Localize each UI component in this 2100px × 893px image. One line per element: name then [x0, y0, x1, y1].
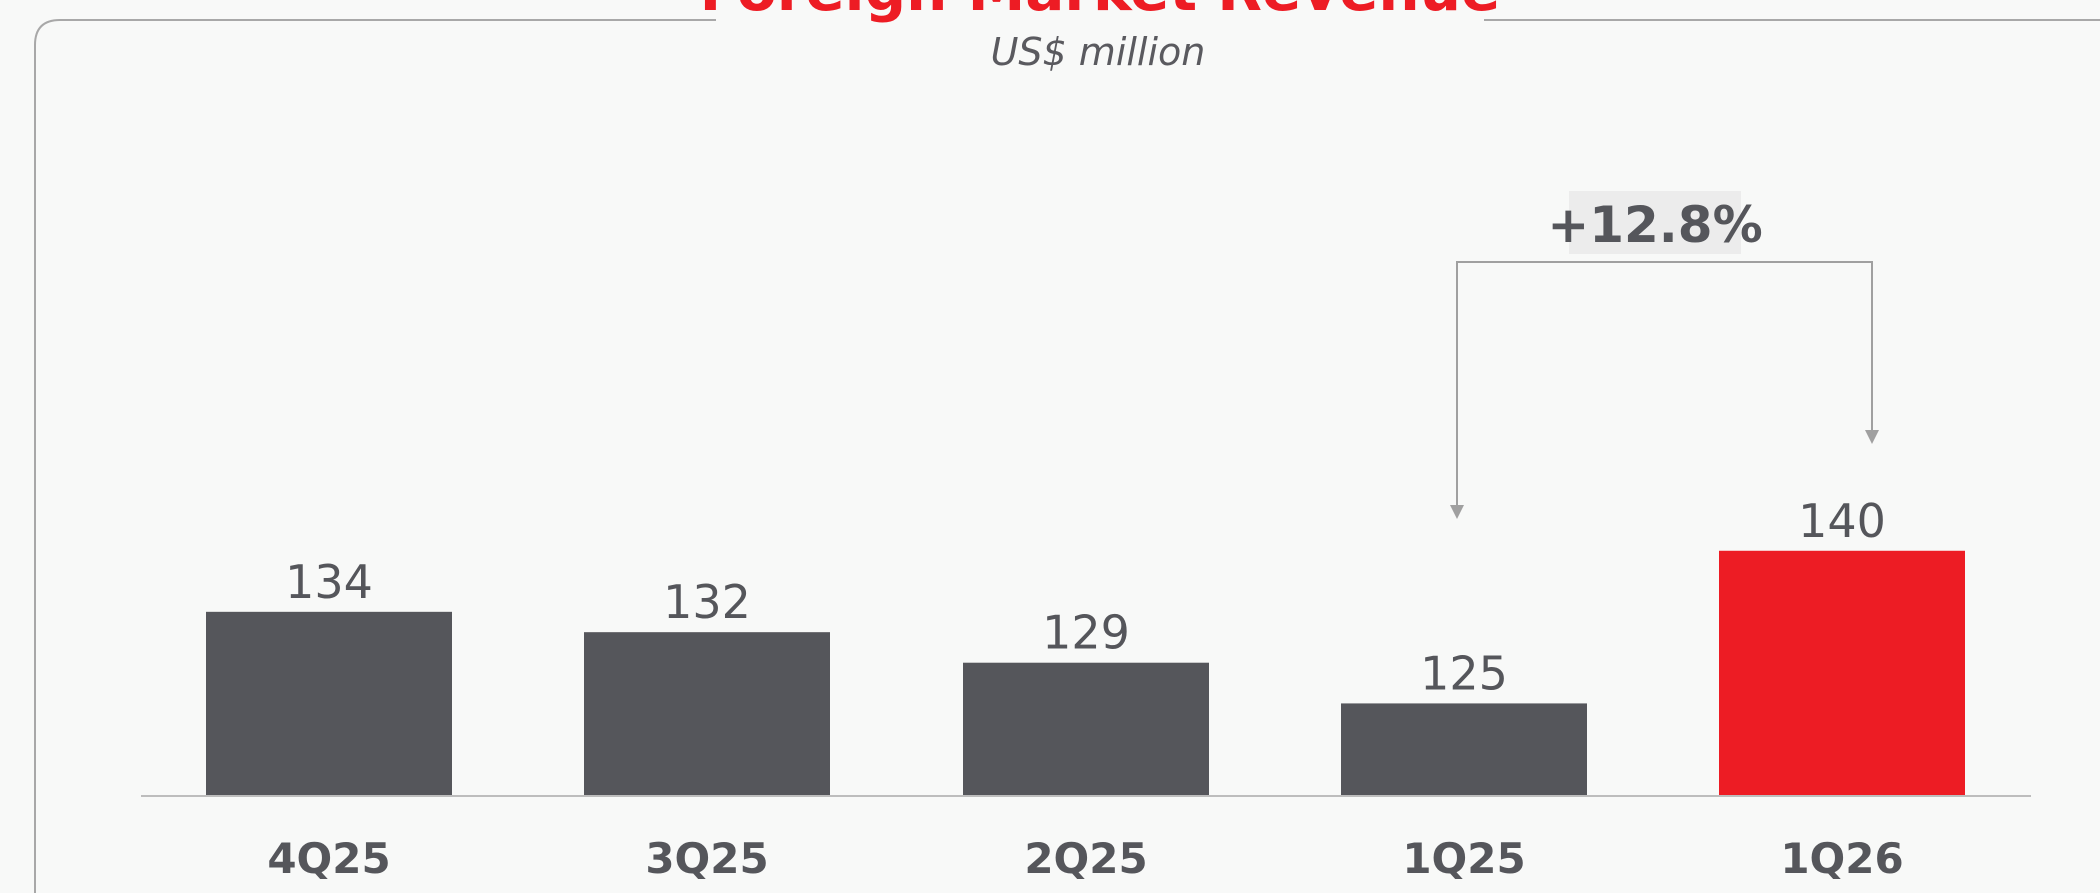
value-label: 140	[1798, 494, 1886, 548]
chart-title: Foreign Market Revenue	[700, 0, 1501, 24]
x-tick-label: 1Q26	[1780, 834, 1903, 883]
value-label: 129	[1042, 606, 1130, 660]
annotation-box	[1569, 191, 1741, 254]
arrow-head	[1865, 430, 1879, 444]
bar	[584, 632, 830, 795]
chart-subtitle: US$ million	[991, 30, 1206, 74]
bar	[1719, 550, 1965, 795]
x-tick-label: 2Q25	[1024, 834, 1147, 883]
frame-left	[34, 19, 716, 893]
value-label: 125	[1420, 646, 1508, 700]
growth-annotation: +12.8%	[1450, 191, 1879, 519]
value-label: 132	[663, 575, 751, 629]
x-tick-label: 1Q25	[1402, 834, 1525, 883]
value-label: 134	[285, 555, 373, 609]
x-tick-label: 3Q25	[645, 834, 768, 883]
arrow-head	[1450, 505, 1464, 519]
bar	[1341, 703, 1587, 795]
bar	[963, 662, 1209, 795]
x-tick-label: 4Q25	[267, 834, 390, 883]
bar	[206, 611, 452, 795]
bracket	[1456, 261, 1873, 509]
annotation-label: +12.8%	[1547, 196, 1762, 254]
